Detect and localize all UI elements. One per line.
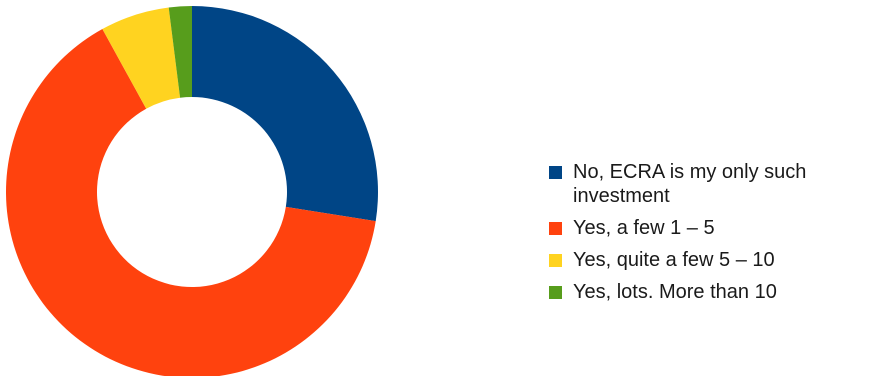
donut-slice-few	[6, 29, 376, 376]
legend-swatch-quite-a-few	[549, 254, 562, 267]
donut-slice-quite-a-few	[102, 7, 181, 109]
legend-label-only-investment: No, ECRA is my only such investment	[573, 161, 807, 207]
donut-slice-only-investment	[192, 6, 378, 222]
legend-label-few: Yes, a few 1 – 5	[573, 217, 715, 239]
legend-swatch-lots	[549, 286, 562, 299]
legend-label-quite-a-few: Yes, quite a few 5 – 10	[573, 249, 775, 271]
legend-swatch-few	[549, 222, 562, 235]
donut-slice-lots	[168, 6, 192, 98]
legend-item-few: Yes, a few 1 – 5	[546, 216, 876, 240]
chart-legend: No, ECRA is my only such investment Yes,…	[546, 160, 876, 312]
legend-item-quite-a-few: Yes, quite a few 5 – 10	[546, 248, 876, 272]
legend-item-only-investment: No, ECRA is my only such investment	[546, 160, 876, 208]
donut-slices	[6, 6, 378, 376]
legend-swatch-only-investment	[549, 166, 562, 179]
legend-item-lots: Yes, lots. More than 10	[546, 280, 876, 304]
legend-label-lots: Yes, lots. More than 10	[573, 281, 777, 303]
